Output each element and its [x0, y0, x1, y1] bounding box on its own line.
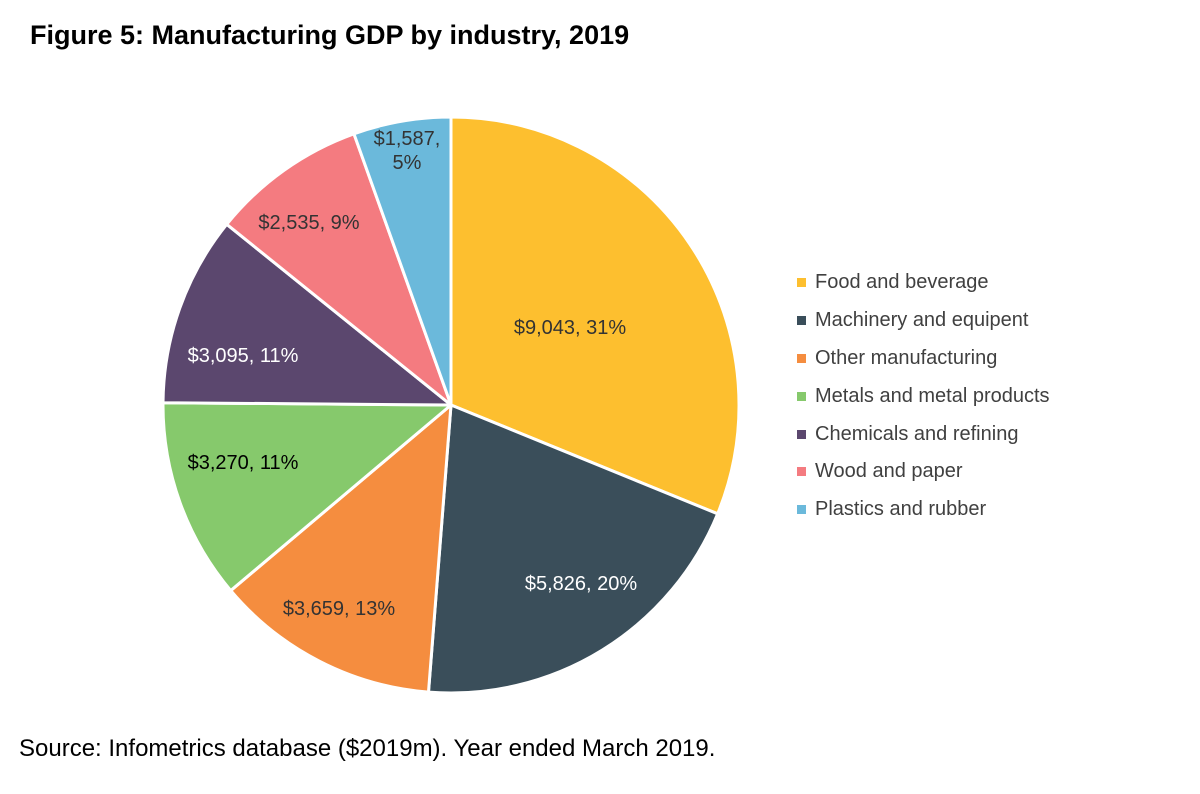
pie-slice-machinery-and-equipent — [426, 403, 720, 695]
pie-data-label: $3,095, 11% — [188, 345, 299, 367]
legend-item: Machinery and equipent — [797, 302, 1177, 340]
legend-label: Chemicals and refining — [815, 422, 1019, 445]
legend-label: Plastics and rubber — [815, 498, 987, 521]
pie-data-label: $1,587, 5% — [374, 128, 441, 174]
legend-swatch — [797, 467, 806, 477]
legend-item: Metals and metal products — [797, 377, 1177, 415]
legend-item: Wood and paper — [797, 453, 1177, 491]
pie-slice-plastics-and-rubber — [352, 115, 453, 407]
legend-swatch — [797, 429, 806, 439]
pie-slice-other-manufacturing — [229, 403, 453, 694]
legend-item: Other manufacturing — [797, 340, 1177, 378]
legend-item: Plastics and rubber — [797, 491, 1177, 529]
legend-swatch — [797, 391, 806, 401]
pie-data-label: $2,535, 9% — [258, 212, 359, 234]
legend-item: Chemicals and refining — [797, 415, 1177, 453]
pie-slice-metals-and-metal-products — [161, 401, 453, 593]
legend-label: Food and beverage — [815, 271, 989, 294]
chart-legend: Food and beverage Machinery and equipent O… — [797, 264, 1177, 529]
legend-item: Food and beverage — [797, 264, 1177, 302]
pie-slice-wood-and-paper — [225, 132, 453, 407]
source-note: Source: Infometrics database ($2019m). Y… — [19, 735, 716, 762]
legend-swatch — [797, 353, 806, 363]
pie-slice-chemicals-and-refining — [161, 222, 453, 407]
pie-data-label: $3,659, 13% — [283, 598, 396, 620]
legend-label: Metals and metal products — [815, 384, 1050, 407]
legend-swatch — [797, 316, 806, 326]
legend-swatch — [797, 278, 806, 288]
pie-slices — [161, 115, 741, 695]
legend-label: Wood and paper — [815, 460, 963, 483]
pie-data-labels: $9,043, 31% $5,826, 20% $3,659, 13% $3,270,… — [188, 128, 638, 620]
pie-data-label: $3,270, 11% — [188, 452, 299, 474]
pie-data-label: $9,043, 31% — [514, 317, 627, 339]
chart-title: Figure 5: Manufacturing GDP by industry,… — [30, 20, 630, 50]
pie-data-label: $5,826, 20% — [525, 573, 638, 595]
legend-label: Other manufacturing — [815, 346, 998, 369]
legend-label: Machinery and equipent — [815, 309, 1029, 332]
legend-swatch — [797, 505, 806, 515]
pie-slice-food-and-beverage — [449, 115, 741, 516]
